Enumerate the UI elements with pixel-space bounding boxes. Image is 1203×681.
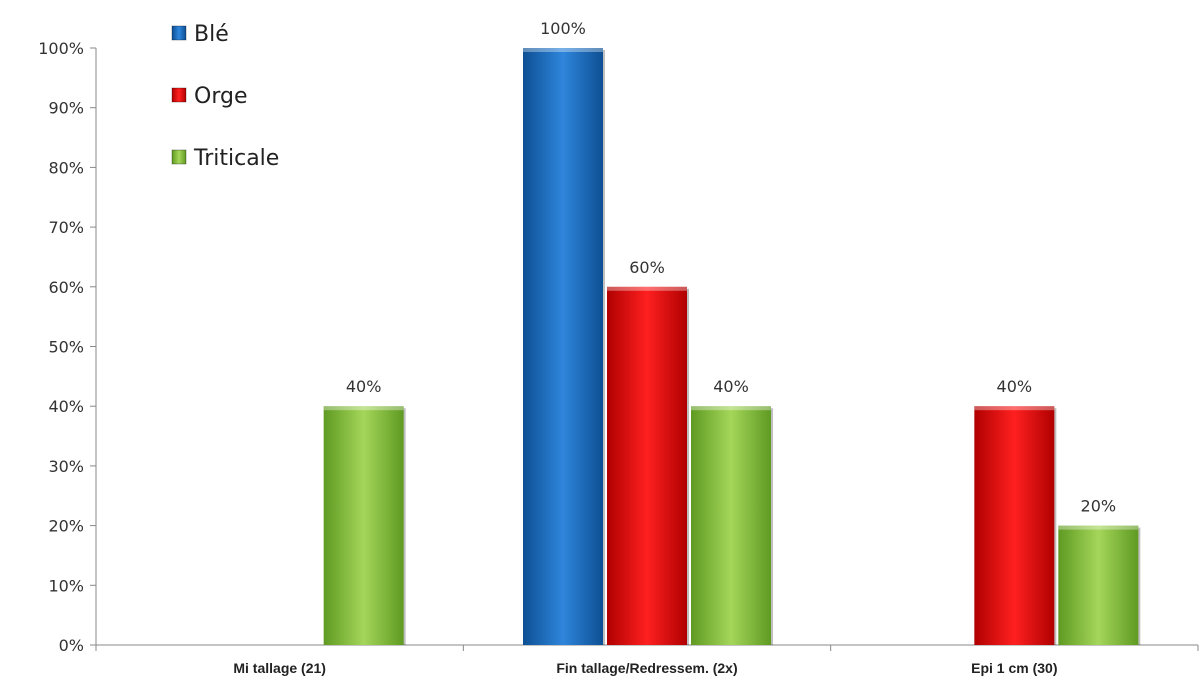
data-label: 40% bbox=[997, 377, 1033, 396]
bar-top-highlight bbox=[523, 48, 603, 52]
legend-swatch-orge bbox=[171, 87, 187, 103]
y-tick-label: 0% bbox=[59, 636, 84, 655]
bar-top-highlight bbox=[1058, 525, 1139, 530]
bar-blé bbox=[523, 48, 603, 645]
y-tick-label: 20% bbox=[48, 517, 84, 536]
legend: Blé Orge Triticale bbox=[171, 22, 279, 171]
data-label: 100% bbox=[540, 19, 586, 38]
legend-label: Blé bbox=[194, 22, 229, 47]
data-label: 60% bbox=[629, 258, 665, 277]
bars: 100% 60% 40% 40% 40% 20% bbox=[323, 19, 1141, 645]
y-tick-label: 90% bbox=[48, 99, 84, 118]
data-label: 40% bbox=[346, 377, 382, 396]
bar-top-highlight bbox=[607, 286, 687, 291]
bar-orge bbox=[607, 286, 687, 645]
x-category-label: Epi 1 cm (30) bbox=[971, 660, 1057, 676]
bar-triticale bbox=[691, 406, 771, 645]
axes: 0% 10% 20% 30% 40% 50% 60% 70% 80% 90% 100% Mi tall… bbox=[38, 39, 1199, 676]
data-label: 20% bbox=[1081, 497, 1117, 516]
legend-swatch-blé bbox=[171, 25, 187, 41]
y-tick-label: 40% bbox=[48, 397, 84, 416]
y-tick-label: 70% bbox=[48, 218, 84, 237]
data-label: 40% bbox=[713, 377, 749, 396]
y-tick-label: 50% bbox=[48, 338, 84, 357]
y-tick-label: 10% bbox=[48, 576, 84, 595]
legend-swatch-triticale bbox=[171, 149, 187, 165]
x-category-label: Mi tallage (21) bbox=[233, 660, 326, 676]
bar-top-highlight bbox=[691, 406, 771, 411]
bar-orge bbox=[974, 406, 1055, 645]
bar-top-highlight bbox=[974, 406, 1055, 411]
x-category-label: Fin tallage/Redressem. (2x) bbox=[556, 660, 737, 676]
y-tick-label: 30% bbox=[48, 457, 84, 476]
bar-triticale bbox=[323, 406, 404, 645]
y-tick-label: 100% bbox=[38, 39, 84, 58]
bar-triticale bbox=[1058, 525, 1139, 645]
legend-label: Orge bbox=[194, 84, 247, 109]
y-tick-label: 60% bbox=[48, 278, 84, 297]
y-tick-label: 80% bbox=[48, 158, 84, 177]
bar-top-highlight bbox=[323, 406, 404, 411]
legend-label: Triticale bbox=[193, 146, 279, 171]
